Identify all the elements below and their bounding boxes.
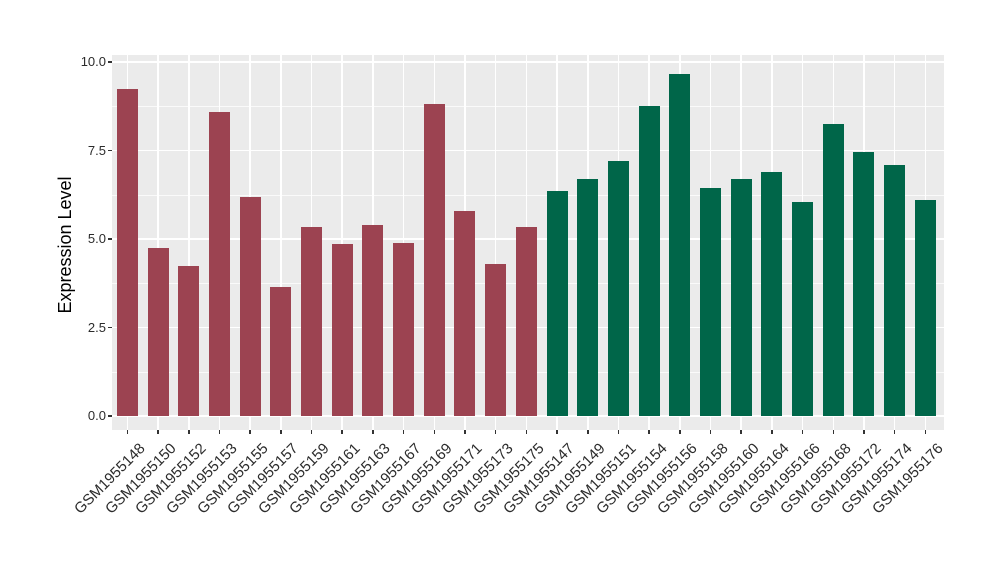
bar (331, 244, 353, 416)
y-tick-mark (108, 326, 112, 329)
bar (454, 210, 476, 416)
bar (884, 164, 906, 416)
bar (546, 191, 568, 416)
bar (147, 247, 169, 416)
major-gridline (112, 415, 944, 417)
y-tick-mark (108, 61, 112, 63)
x-tick-mark (310, 430, 313, 434)
minor-gridline (112, 194, 944, 196)
y-tick-label: 2.5 (87, 319, 106, 335)
y-tick-mark (108, 149, 112, 152)
x-tick-mark (249, 430, 251, 434)
x-tick-mark (218, 430, 221, 434)
bar (178, 265, 200, 416)
bar (914, 200, 936, 416)
x-tick-mark (464, 430, 466, 434)
x-tick-mark (709, 430, 712, 434)
bar (607, 161, 629, 416)
category-gridline (402, 55, 405, 430)
x-tick-mark (126, 430, 129, 434)
bar (116, 88, 138, 416)
bar (423, 104, 445, 416)
y-tick-label: 0.0 (87, 408, 106, 423)
bar (270, 286, 292, 416)
y-tick-mark (108, 238, 112, 240)
bar (577, 178, 599, 416)
bar (638, 106, 660, 416)
bar (700, 187, 721, 416)
y-tick-mark (108, 415, 112, 417)
bar (393, 242, 415, 416)
x-tick-mark (801, 430, 804, 434)
category-gridline (494, 55, 497, 430)
bar (792, 201, 814, 416)
x-tick-mark (771, 430, 773, 434)
x-tick-mark (679, 430, 681, 434)
bar (301, 226, 323, 416)
category-gridline (280, 55, 282, 430)
bar (208, 111, 230, 416)
x-tick-mark (832, 430, 835, 434)
bar (853, 152, 875, 416)
bar (730, 178, 752, 416)
category-gridline (188, 55, 190, 430)
y-tick-label: 7.5 (87, 142, 106, 158)
x-tick-mark (157, 430, 159, 434)
bar (822, 123, 844, 416)
x-tick-mark (924, 430, 927, 434)
major-gridline (112, 149, 944, 152)
y-tick-label: 10.0 (80, 54, 106, 69)
x-tick-mark (280, 430, 282, 434)
x-tick-mark (556, 430, 558, 434)
minor-gridline (112, 106, 944, 108)
major-gridline (112, 61, 944, 63)
x-tick-mark (587, 430, 589, 434)
bar (239, 196, 261, 416)
x-tick-mark (617, 430, 620, 434)
x-tick-mark (341, 430, 343, 434)
x-tick-mark (863, 430, 865, 434)
y-tick-label: 5.0 (87, 231, 106, 246)
x-tick-mark (402, 430, 405, 434)
bar (515, 226, 537, 416)
x-tick-mark (740, 430, 742, 434)
x-tick-mark (893, 430, 896, 434)
x-tick-mark (433, 430, 436, 434)
x-tick-mark (525, 430, 528, 434)
x-tick-mark (372, 430, 374, 434)
plot-panel (112, 55, 944, 430)
category-gridline (341, 55, 343, 430)
bar (485, 263, 507, 416)
bar (669, 74, 691, 416)
category-gridline (157, 55, 159, 430)
bar (761, 171, 783, 416)
x-tick-mark (494, 430, 497, 434)
bar (362, 224, 384, 416)
x-tick-mark (188, 430, 190, 434)
x-tick-mark (648, 430, 650, 434)
